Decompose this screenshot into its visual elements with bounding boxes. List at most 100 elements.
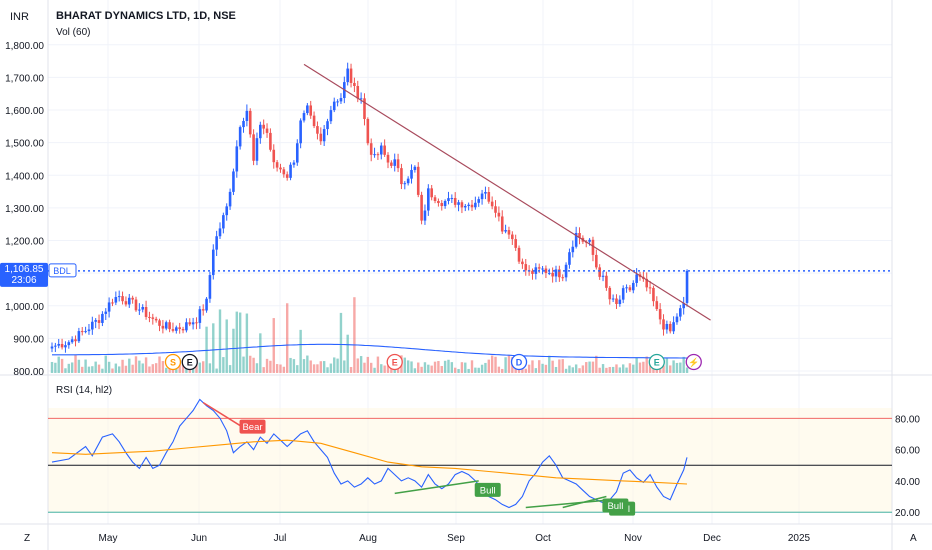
candle-body (77, 331, 81, 342)
candle-body (222, 215, 225, 229)
volume-bar (249, 355, 252, 373)
candle-body (595, 254, 598, 268)
rsi-annotations: BearBullBullBull (202, 402, 636, 516)
volume-bar (134, 356, 138, 373)
volume-bar (534, 368, 538, 373)
candle-body (618, 299, 622, 305)
price-tag[interactable]: 1,106.85 23:06 BDL (0, 262, 77, 287)
volume-bar (188, 368, 191, 373)
volume-bar (548, 355, 551, 373)
volume-bar (339, 312, 343, 373)
auto-scale-button[interactable]: A (910, 533, 917, 544)
volume-bar (333, 357, 336, 373)
candle-body (665, 323, 669, 330)
rsi-tick-label: 40.00 (895, 477, 920, 488)
candle-body (621, 288, 625, 300)
candle-body (497, 212, 501, 217)
volume-bar (225, 319, 228, 373)
candle-body (289, 164, 292, 178)
volume-bar (292, 359, 296, 373)
volume-bar (101, 368, 104, 373)
volume-bar (423, 362, 427, 373)
volume-bar (675, 362, 679, 373)
currency-button[interactable] (4, 6, 44, 26)
candle-body (534, 267, 538, 274)
volume-bar (564, 368, 568, 373)
candle-body (628, 287, 632, 291)
candle-body (511, 234, 514, 240)
volume-bar (107, 361, 111, 373)
volume-bar (67, 363, 70, 373)
volume-bar (571, 367, 574, 373)
candle-body (211, 249, 215, 276)
candle-body (171, 329, 175, 331)
candle-body (121, 296, 124, 302)
volume-bar (141, 363, 144, 373)
candle-body (440, 203, 444, 207)
volume-bar (669, 365, 672, 373)
volume-bar (50, 361, 54, 373)
volume-bar (208, 363, 212, 373)
candle-body (423, 210, 427, 221)
candle-body (403, 183, 407, 185)
volume-bar (296, 365, 299, 373)
candles (50, 62, 689, 353)
candle-body (521, 261, 524, 265)
event-markers[interactable]: S E E D E ⚡ (164, 353, 702, 371)
volume-bar (645, 356, 648, 373)
trendline[interactable] (303, 63, 711, 321)
volume-bar (558, 359, 561, 373)
candle-body (413, 166, 417, 170)
candle-body (470, 204, 474, 208)
volume-bar (228, 365, 232, 373)
volume-bar (642, 361, 645, 373)
time-axis-ticks[interactable]: May Jun Jul Aug Sep Oct Nov Dec 2025 (99, 533, 811, 544)
event-marker-label: E (392, 358, 398, 368)
volume-bar (598, 367, 601, 373)
candle-body (161, 325, 165, 329)
candle-body (450, 198, 454, 200)
volume-bar (504, 357, 507, 373)
price-axis-ticks[interactable]: 1,800.00 1,700.00 1,600.00 1,500.00 1,400.00… (5, 41, 44, 378)
candle-body (322, 129, 326, 142)
candle-body (74, 339, 77, 342)
volume-bar (319, 361, 322, 373)
volume-bar (191, 368, 195, 373)
candle-body (541, 268, 544, 270)
candle-body (460, 202, 464, 208)
candle-body (369, 143, 373, 155)
volume-bar (322, 361, 326, 373)
volume-bar (531, 360, 534, 373)
candle-body (359, 98, 363, 100)
volume-bar (585, 362, 588, 373)
volume-bar (161, 361, 165, 373)
candle-body (255, 138, 259, 161)
candle-body (50, 346, 54, 349)
rsi-axis-ticks[interactable]: 80.00 60.00 40.00 20.00 (895, 414, 920, 519)
candle-body (101, 313, 104, 323)
candle-body (668, 323, 672, 332)
volume-bar (578, 368, 581, 373)
volume-bar (87, 366, 91, 373)
time-tick-label: 2025 (788, 533, 811, 544)
volume-bar (632, 364, 635, 373)
volume-bar (538, 360, 541, 373)
candle-body (662, 319, 665, 330)
candle-body (292, 162, 296, 165)
rsi-levels (48, 417, 892, 513)
volume-bar (336, 358, 339, 373)
candle-body (259, 124, 262, 139)
candle-body (316, 126, 319, 134)
candle-body (379, 145, 383, 155)
volume-bar (232, 328, 235, 373)
price-tick-label: 800.00 (13, 367, 44, 378)
candle-body (406, 178, 410, 184)
volume-bar (279, 364, 282, 373)
volume-bar (457, 368, 460, 373)
candle-body (376, 154, 380, 156)
candle-body (245, 110, 249, 121)
zoom-button[interactable]: Z (24, 533, 30, 544)
candle-body (117, 296, 121, 298)
candle-body (265, 128, 269, 133)
volume-bar (437, 361, 440, 373)
